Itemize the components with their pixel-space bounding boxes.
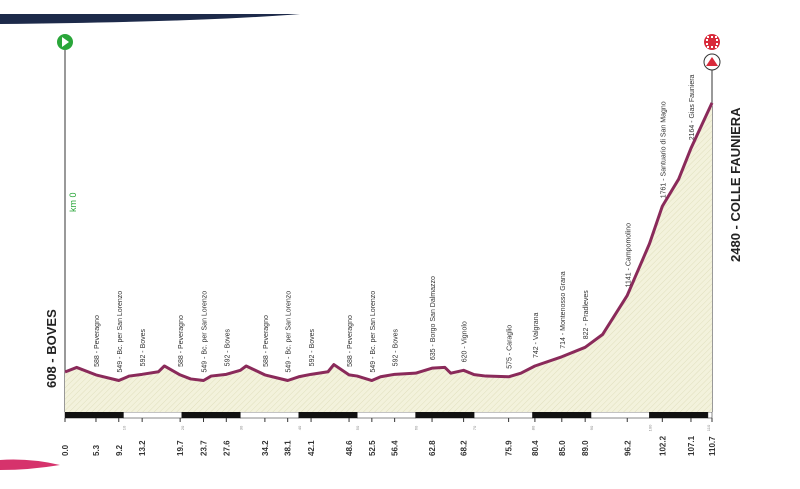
waypoint-label: 592 - Boves	[224, 328, 231, 366]
x-tick-label: 0.0	[61, 444, 70, 456]
waypoint-label: 549 - Bc. per San Lorenzo	[286, 291, 293, 373]
km-bar	[707, 411, 713, 419]
waypoint-label: 575 - Caraglio	[507, 325, 514, 369]
waypoint-label: 549 - Bc. per San Lorenzo	[117, 291, 124, 373]
x-tick-label: 23.7	[200, 440, 209, 456]
waypoint-label: 549 - Bc. per San Lorenzo	[202, 291, 209, 373]
start-icon	[62, 37, 69, 47]
minor-tick-label: 110	[706, 424, 711, 431]
waypoint-label: 549 - Bc. per San Lorenzo	[370, 291, 377, 373]
minor-tick-label: 80	[531, 425, 536, 430]
x-tick-label: 56.4	[391, 440, 400, 456]
x-tick-label: 27.6	[222, 440, 231, 456]
x-tick-label: 110.7	[708, 436, 717, 456]
x-tick-label: 19.7	[176, 440, 185, 456]
x-tick-label: 38.1	[284, 440, 293, 456]
climb-icon	[706, 57, 718, 66]
x-tick-label: 13.2	[138, 440, 147, 456]
x-tick-label: 80.4	[531, 440, 540, 456]
minor-tick-label: 90	[589, 425, 594, 430]
km-bar	[356, 411, 416, 419]
km-bar	[415, 411, 475, 419]
minor-tick-label: 60	[414, 425, 419, 430]
waypoint-label: 1761 - Santuario di San Magno	[660, 101, 667, 198]
km-bar	[123, 411, 183, 419]
x-tick-label: 85.0	[558, 440, 567, 456]
x-tick-label: 62.8	[428, 440, 437, 456]
km-bar	[649, 411, 709, 419]
waypoint-label: 742 - Valgrana	[533, 312, 540, 358]
km-bar	[240, 411, 300, 419]
x-tick-label: 34.2	[261, 440, 270, 456]
km-bar	[298, 411, 358, 419]
km-bar	[64, 411, 124, 419]
finish-icon	[706, 36, 718, 48]
waypoint-label: 635 - Borgo San Dalmazzo	[430, 276, 437, 360]
x-tick-label: 102.2	[658, 435, 667, 456]
waypoint-label: 588 - Peveragno	[94, 315, 101, 367]
waypoint-label: 588 - Peveragno	[178, 315, 185, 367]
x-tick-label: 48.6	[345, 440, 354, 456]
profile-area	[65, 102, 712, 412]
waypoint-label: 1141 - Campomolino	[625, 223, 632, 288]
x-tick-label: 52.5	[368, 440, 377, 456]
minor-tick-label: 10	[121, 425, 126, 430]
minor-tick-label: 20	[180, 425, 185, 430]
km-zero-label: km 0	[68, 192, 78, 212]
waypoint-label: 2164 - Gias Fauniera	[689, 74, 696, 140]
waypoint-label: 592 - Boves	[140, 328, 147, 366]
x-tick-label: 96.2	[623, 440, 632, 456]
x-tick-label: 68.2	[460, 440, 469, 456]
km-bar	[181, 411, 241, 419]
minor-tick-label: 40	[297, 425, 302, 430]
decor-swoosh	[0, 459, 60, 470]
start-label: 608 - BOVES	[44, 309, 59, 388]
km-bar	[590, 411, 650, 419]
x-tick-label: 107.1	[687, 435, 696, 456]
x-tick-label: 5.3	[92, 444, 101, 456]
minor-tick-label: 30	[238, 425, 243, 430]
waypoint-label: 588 - Peveragno	[263, 315, 270, 367]
finish-label: 2480 - COLLE FAUNIERA	[728, 107, 743, 262]
profile-line	[64, 102, 714, 383]
minor-tick-label: 100	[647, 424, 652, 431]
decor-swoosh	[0, 14, 300, 24]
waypoint-label: 620 - Vignolo	[462, 321, 469, 362]
profile: 10 20 30 40 50 60 70 80 90 100 110 0.0 5.3 588 - Peve…	[61, 50, 717, 456]
waypoint-label: 592 - Boves	[393, 328, 400, 366]
waypoint-label: 822 - Pradleves	[583, 290, 590, 340]
km-bar	[532, 411, 592, 419]
x-tick-label: 75.9	[505, 440, 514, 456]
km-bar	[473, 411, 533, 419]
minor-tick-label: 70	[472, 425, 477, 430]
x-tick-label: 89.0	[581, 440, 590, 456]
waypoint-label: 714 - Montenosso Grana	[560, 271, 567, 349]
minor-tick-label: 50	[355, 425, 360, 430]
x-tick-label: 9.2	[115, 444, 124, 456]
waypoint-label: 588 - Peveragno	[347, 315, 354, 367]
waypoint-label: 592 - Boves	[309, 328, 316, 366]
x-tick-label: 42.1	[307, 440, 316, 456]
